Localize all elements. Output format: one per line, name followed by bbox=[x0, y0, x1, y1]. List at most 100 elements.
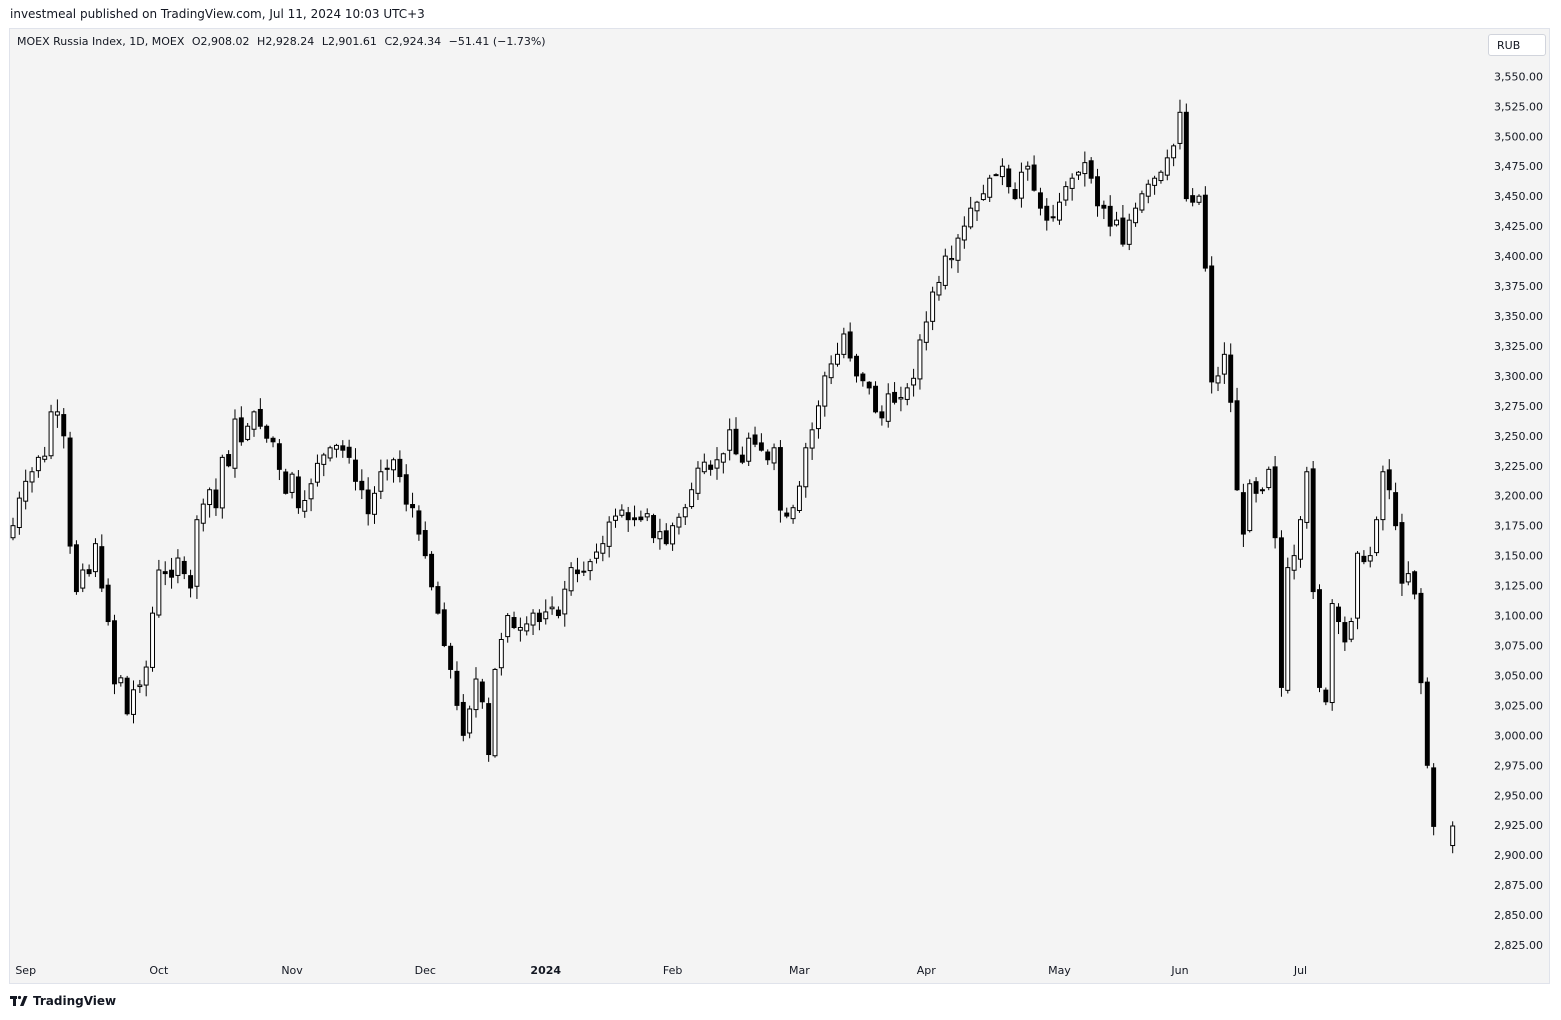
candle-body bbox=[1063, 186, 1069, 201]
candle bbox=[695, 461, 701, 501]
candle bbox=[1298, 516, 1303, 568]
candle bbox=[48, 404, 54, 460]
candle bbox=[429, 551, 435, 591]
candle bbox=[1183, 103, 1189, 202]
candle-body bbox=[156, 569, 162, 616]
candle bbox=[16, 491, 22, 535]
candle bbox=[314, 454, 320, 487]
candle bbox=[1247, 479, 1253, 533]
candle-body bbox=[663, 530, 669, 545]
candle bbox=[689, 482, 695, 509]
candle-body bbox=[873, 385, 879, 413]
candle-body bbox=[454, 670, 460, 706]
candle-body bbox=[1323, 689, 1329, 703]
time-axis[interactable]: Sep Oct Nov Dec 2024 Feb Mar Apr May Jun Jul bbox=[15, 964, 1307, 977]
candle-body bbox=[746, 437, 752, 462]
candle bbox=[873, 381, 879, 414]
price-tick-label: 3,550.00 bbox=[1494, 70, 1543, 83]
candle bbox=[594, 543, 599, 564]
candle bbox=[92, 538, 98, 578]
price-tick-label: 3,025.00 bbox=[1494, 699, 1543, 712]
candle bbox=[1228, 343, 1234, 413]
candle-body bbox=[530, 612, 536, 626]
candle bbox=[524, 616, 530, 636]
published-line: investmeal published on TradingView.com,… bbox=[10, 7, 425, 21]
candle-body bbox=[885, 393, 891, 422]
candle bbox=[403, 464, 409, 512]
candle bbox=[796, 481, 802, 513]
candle-body bbox=[61, 414, 67, 437]
price-tick-label: 3,175.00 bbox=[1494, 520, 1543, 533]
candle-body bbox=[321, 454, 327, 465]
candle-body bbox=[403, 474, 409, 505]
time-tick-label: Jun bbox=[1170, 964, 1188, 977]
candle bbox=[245, 423, 251, 442]
price-tick-label: 2,950.00 bbox=[1494, 789, 1543, 802]
candle-body bbox=[651, 515, 657, 539]
candle-body bbox=[1037, 192, 1043, 209]
candle-body bbox=[987, 177, 993, 198]
candle bbox=[600, 535, 606, 562]
candle bbox=[23, 469, 29, 510]
candle bbox=[1450, 821, 1456, 854]
candle-body bbox=[219, 456, 225, 509]
candle-body bbox=[48, 411, 54, 457]
candle-body bbox=[118, 677, 124, 684]
tradingview-logo-icon bbox=[10, 995, 28, 1006]
candle bbox=[803, 442, 809, 498]
candle bbox=[987, 174, 993, 202]
candle-body bbox=[600, 543, 606, 554]
currency-button[interactable]: RUB bbox=[1488, 34, 1546, 56]
candle-body bbox=[1183, 111, 1189, 200]
candle bbox=[651, 513, 657, 544]
candle-body bbox=[714, 459, 720, 469]
candle bbox=[974, 200, 980, 221]
candle-body bbox=[917, 339, 923, 380]
price-tick-label: 2,875.00 bbox=[1494, 879, 1543, 892]
tradingview-brand[interactable]: TradingView bbox=[10, 994, 116, 1008]
price-tick-label: 3,200.00 bbox=[1494, 490, 1543, 503]
candle-body bbox=[555, 609, 561, 617]
candle bbox=[105, 578, 111, 626]
candle bbox=[1221, 342, 1227, 384]
candle-body bbox=[143, 666, 149, 686]
candle-body bbox=[80, 569, 86, 589]
candle-body bbox=[460, 701, 466, 736]
candle bbox=[308, 478, 314, 512]
candle bbox=[1240, 483, 1246, 547]
candle-body bbox=[54, 411, 60, 416]
candle bbox=[1018, 162, 1024, 208]
candle bbox=[118, 675, 124, 687]
candle-body bbox=[1266, 468, 1272, 489]
candle bbox=[1259, 487, 1265, 495]
candle bbox=[733, 417, 739, 456]
candle-body bbox=[124, 677, 130, 715]
candle bbox=[327, 445, 333, 462]
candle-body bbox=[391, 459, 396, 471]
candle bbox=[777, 440, 783, 523]
candle bbox=[264, 424, 270, 443]
candle bbox=[435, 581, 441, 615]
price-tick-label: 3,500.00 bbox=[1494, 130, 1543, 143]
candle-body bbox=[835, 353, 840, 365]
candle-body bbox=[308, 483, 314, 500]
candle bbox=[517, 617, 523, 642]
candle bbox=[372, 486, 377, 524]
candle bbox=[295, 470, 301, 514]
price-tick-label: 3,225.00 bbox=[1494, 460, 1543, 473]
candle-body bbox=[1107, 205, 1113, 227]
price-axis[interactable]: 3,550.00 3,525.00 3,500.00 3,475.00 3,450.00… bbox=[1494, 70, 1543, 952]
candle bbox=[1431, 763, 1437, 836]
candle-body bbox=[1329, 603, 1335, 704]
candle bbox=[1190, 188, 1196, 207]
candle-body bbox=[226, 454, 232, 467]
candle bbox=[930, 286, 936, 331]
candle-body bbox=[1336, 606, 1341, 623]
candle bbox=[949, 245, 955, 269]
candle-body bbox=[1158, 171, 1164, 182]
candle-body bbox=[416, 510, 422, 535]
candle-body bbox=[879, 411, 885, 419]
candle-body bbox=[822, 375, 828, 407]
candle-body bbox=[1196, 195, 1202, 203]
